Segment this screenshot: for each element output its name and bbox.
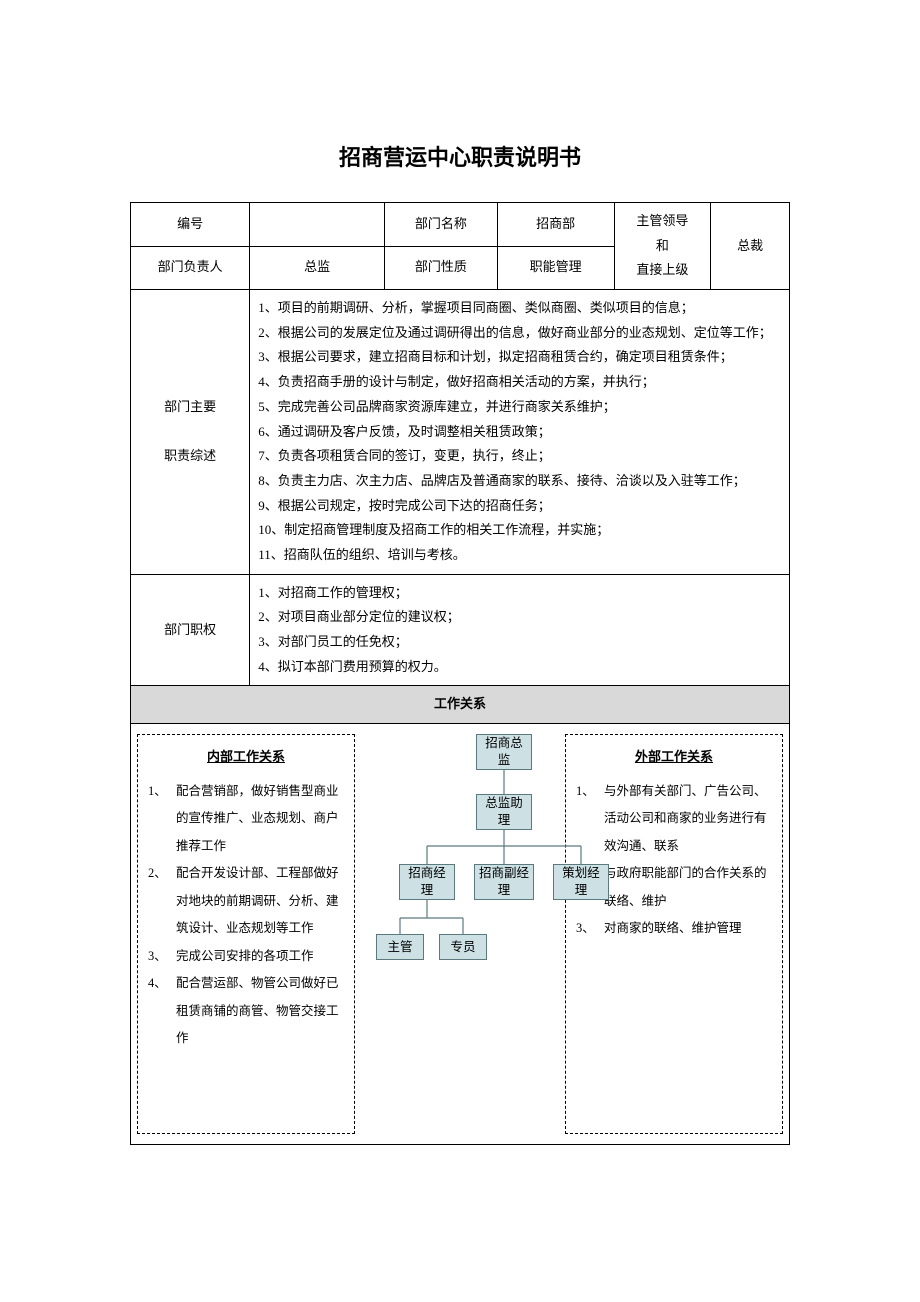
org-node: 总监助理: [476, 794, 532, 830]
power-item: 1、对招商工作的管理权；: [258, 581, 781, 606]
org-node: 策划经理: [553, 864, 609, 900]
duty-item: 6、通过调研及客户反馈，及时调整相关租赁政策；: [258, 420, 781, 445]
internal-list: 1、配合营销部，做好销售型商业的宣传推广、业态规划、商户推荐工作2、配合开发设计…: [148, 778, 344, 1053]
internal-title: 内部工作关系: [148, 743, 344, 772]
duty-item: 3、根据公司要求，建立招商目标和计划，拟定招商租赁合约，确定项目租赁条件；: [258, 345, 781, 370]
org-node: 专员: [439, 934, 487, 960]
header-row-1: 编号 部门名称 招商部 主管领导 和 直接上级 总裁: [131, 203, 790, 247]
label-supervisor: 主管领导 和 直接上级: [614, 203, 711, 290]
duties-content: 1、项目的前期调研、分析，掌握项目同商圈、类似商圈、类似项目的信息；2、根据公司…: [250, 290, 790, 575]
internal-item: 4、配合营运部、物管公司做好已租赁商铺的商管、物管交接工作: [148, 970, 344, 1053]
label-nature: 部门性质: [385, 246, 497, 290]
powers-content: 1、对招商工作的管理权；2、对项目商业部分定位的建议权；3、对部门员工的任免权；…: [250, 574, 790, 686]
duty-item: 11、招商队伍的组织、培训与考核。: [258, 543, 781, 568]
duty-item: 10、制定招商管理制度及招商工作的相关工作流程，并实施；: [258, 518, 781, 543]
org-chart: 招商总监总监助理招商经理招商副经理策划经理主管专员: [361, 734, 641, 1004]
power-item: 4、拟订本部门费用预算的权力。: [258, 655, 781, 680]
internal-item: 2、配合开发设计部、工程部做好对地块的前期调研、分析、建筑设计、业态规划等工作: [148, 860, 344, 943]
value-deptname: 招商部: [497, 203, 614, 247]
duties-label: 部门主要 职责综述: [131, 290, 250, 575]
duty-item: 8、负责主力店、次主力店、品牌店及普通商家的联系、接待、洽谈以及入驻等工作；: [258, 469, 781, 494]
duties-row: 部门主要 职责综述 1、项目的前期调研、分析，掌握项目同商圈、类似商圈、类似项目…: [131, 290, 790, 575]
main-table: 编号 部门名称 招商部 主管领导 和 直接上级 总裁 部门负责人 总监 部门性质…: [130, 202, 790, 1145]
value-head: 总监: [250, 246, 385, 290]
powers-row: 部门职权 1、对招商工作的管理权；2、对项目商业部分定位的建议权；3、对部门员工…: [131, 574, 790, 686]
duty-item: 4、负责招商手册的设计与制定，做好招商相关活动的方案，并执行；: [258, 370, 781, 395]
duty-item: 7、负责各项租赁合同的签订，变更，执行，终止；: [258, 444, 781, 469]
relations-header: 工作关系: [131, 686, 790, 724]
org-node: 招商总监: [476, 734, 532, 770]
duty-item: 2、根据公司的发展定位及通过调研得出的信息，做好商业部分的业态规划、定位等工作；: [258, 321, 781, 346]
value-id: [250, 203, 385, 247]
org-node: 主管: [376, 934, 424, 960]
duty-item: 1、项目的前期调研、分析，掌握项目同商圈、类似商圈、类似项目的信息；: [258, 296, 781, 321]
value-nature: 职能管理: [497, 246, 614, 290]
relations-row: 内部工作关系 1、配合营销部，做好销售型商业的宣传推广、业态规划、商户推荐工作2…: [131, 724, 790, 1145]
page-title: 招商营运中心职责说明书: [130, 140, 790, 172]
power-item: 2、对项目商业部分定位的建议权；: [258, 605, 781, 630]
label-deptname: 部门名称: [385, 203, 497, 247]
value-supervisor: 总裁: [711, 203, 790, 290]
duty-item: 5、完成完善公司品牌商家资源库建立，并进行商家关系维护；: [258, 395, 781, 420]
label-head: 部门负责人: [131, 246, 250, 290]
powers-label: 部门职权: [131, 574, 250, 686]
duty-item: 9、根据公司规定，按时完成公司下达的招商任务；: [258, 494, 781, 519]
org-node: 招商副经理: [474, 864, 534, 900]
internal-relations-box: 内部工作关系 1、配合营销部，做好销售型商业的宣传推广、业态规划、商户推荐工作2…: [137, 734, 355, 1134]
internal-item: 1、配合营销部，做好销售型商业的宣传推广、业态规划、商户推荐工作: [148, 778, 344, 861]
internal-item: 3、完成公司安排的各项工作: [148, 943, 344, 971]
relations-header-row: 工作关系: [131, 686, 790, 724]
org-node: 招商经理: [399, 864, 455, 900]
relations-container: 内部工作关系 1、配合营销部，做好销售型商业的宣传推广、业态规划、商户推荐工作2…: [131, 724, 789, 1144]
label-id: 编号: [131, 203, 250, 247]
power-item: 3、对部门员工的任免权；: [258, 630, 781, 655]
